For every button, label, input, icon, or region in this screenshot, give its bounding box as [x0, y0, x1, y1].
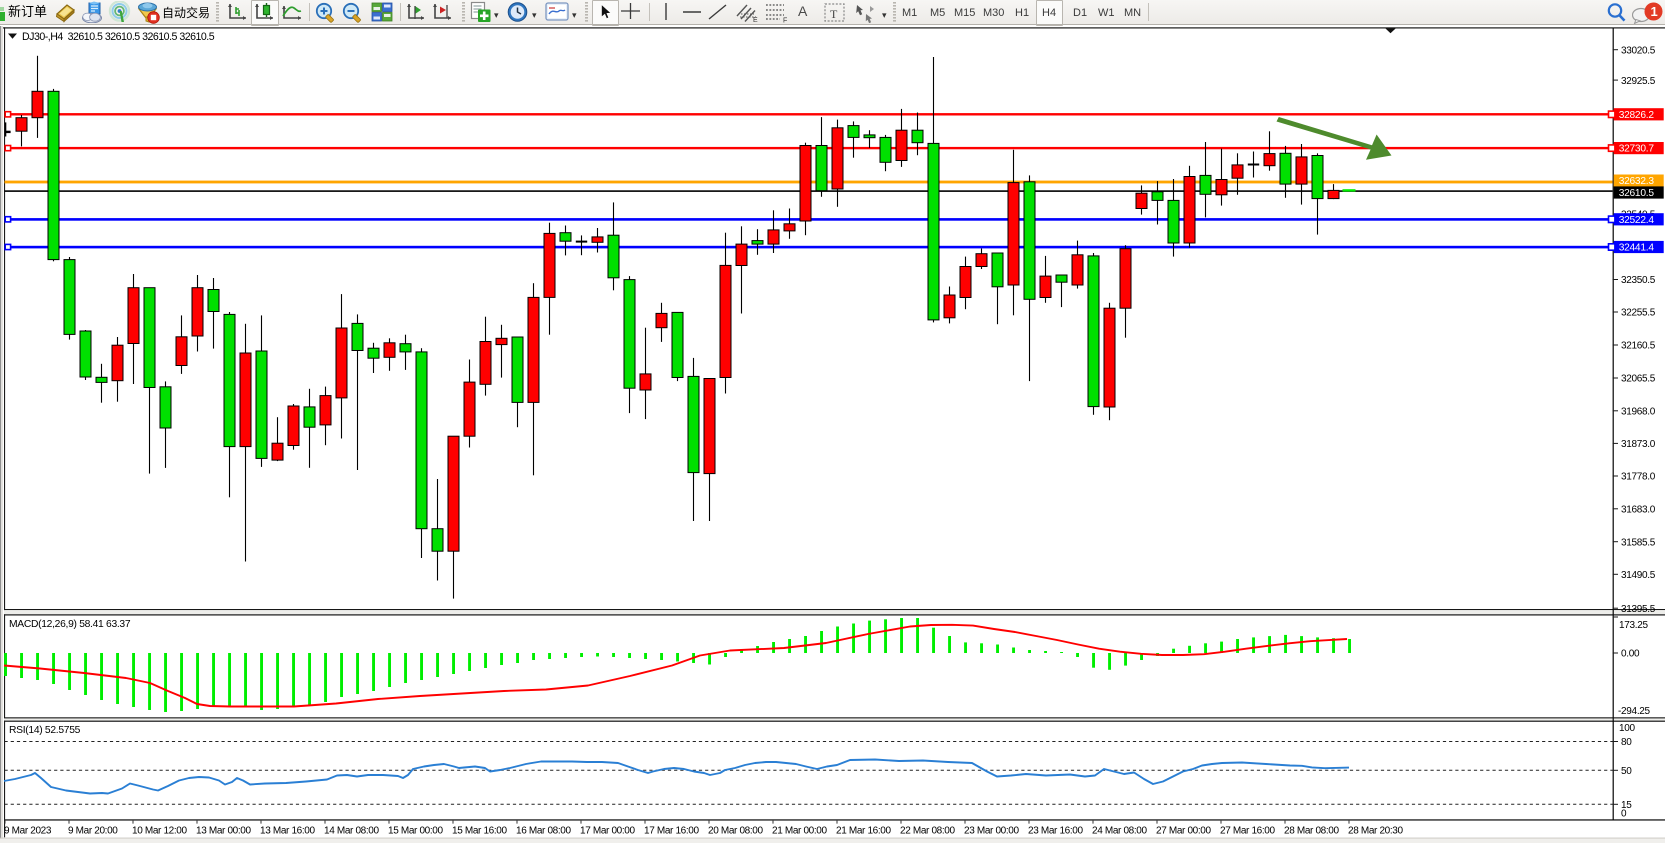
svg-text:31873.0: 31873.0	[1621, 439, 1656, 450]
svg-text:31778.0: 31778.0	[1621, 472, 1656, 483]
svg-text:1: 1	[1651, 4, 1658, 19]
svg-text:9 Mar 2023: 9 Mar 2023	[4, 825, 52, 836]
svg-text:RSI(14) 52.5755: RSI(14) 52.5755	[9, 725, 81, 736]
svg-text:F: F	[783, 18, 787, 24]
svg-text:32925.5: 32925.5	[1621, 76, 1656, 87]
svg-text:31683.0: 31683.0	[1621, 505, 1656, 516]
svg-text:31968.0: 31968.0	[1621, 407, 1656, 418]
svg-text:32610.5: 32610.5	[1619, 188, 1655, 199]
svg-text:E: E	[753, 17, 758, 23]
svg-text:21 Mar 16:00: 21 Mar 16:00	[836, 825, 892, 836]
svg-text:24 Mar 08:00: 24 Mar 08:00	[1092, 825, 1148, 836]
svg-text:32160.5: 32160.5	[1621, 341, 1656, 352]
svg-text:173.25: 173.25	[1619, 620, 1649, 631]
svg-text:27 Mar 00:00: 27 Mar 00:00	[1156, 825, 1212, 836]
svg-text:32255.5: 32255.5	[1621, 308, 1656, 319]
svg-text:15 Mar 16:00: 15 Mar 16:00	[452, 825, 508, 836]
svg-text:23 Mar 16:00: 23 Mar 16:00	[1028, 825, 1084, 836]
svg-text:17 Mar 16:00: 17 Mar 16:00	[644, 825, 700, 836]
svg-text:10 Mar 12:00: 10 Mar 12:00	[132, 825, 188, 836]
svg-text:15 Mar 00:00: 15 Mar 00:00	[388, 825, 444, 836]
svg-text:32350.5: 32350.5	[1621, 275, 1656, 286]
svg-text:32730.7: 32730.7	[1619, 144, 1655, 155]
svg-text:9 Mar 20:00: 9 Mar 20:00	[68, 825, 118, 836]
svg-text:32522.4: 32522.4	[1619, 215, 1655, 226]
svg-text:-294.25: -294.25	[1618, 706, 1651, 717]
svg-text:32632.3: 32632.3	[1619, 176, 1655, 187]
svg-text:32065.5: 32065.5	[1621, 374, 1656, 385]
svg-text:14 Mar 08:00: 14 Mar 08:00	[324, 825, 380, 836]
svg-text:80: 80	[1621, 737, 1632, 748]
svg-text:100: 100	[1619, 723, 1636, 734]
svg-text:16 Mar 08:00: 16 Mar 08:00	[516, 825, 572, 836]
svg-text:32826.2: 32826.2	[1619, 110, 1655, 121]
svg-text:17 Mar 00:00: 17 Mar 00:00	[580, 825, 636, 836]
svg-text:DJ30-,H4 32610.5 32610.5 3261: DJ30-,H4 32610.5 32610.5 32610.5 32610.5	[22, 31, 215, 43]
svg-text:0.00: 0.00	[1621, 649, 1640, 660]
svg-text:31585.5: 31585.5	[1621, 537, 1656, 548]
svg-text:20 Mar 08:00: 20 Mar 08:00	[708, 825, 764, 836]
svg-text:21 Mar 00:00: 21 Mar 00:00	[772, 825, 828, 836]
svg-text:33020.5: 33020.5	[1621, 45, 1656, 56]
svg-text:15: 15	[1621, 800, 1632, 811]
svg-text:31395.5: 31395.5	[1621, 604, 1656, 615]
svg-text:T: T	[830, 7, 838, 21]
svg-text:50: 50	[1621, 766, 1632, 777]
svg-text:22 Mar 08:00: 22 Mar 08:00	[900, 825, 956, 836]
svg-text:32441.4: 32441.4	[1619, 243, 1655, 254]
svg-text:13 Mar 00:00: 13 Mar 00:00	[196, 825, 252, 836]
svg-text:28 Mar 20:30: 28 Mar 20:30	[1348, 825, 1404, 836]
svg-text:MACD(12,26,9) 58.41 63.37: MACD(12,26,9) 58.41 63.37	[9, 619, 131, 630]
svg-text:28 Mar 08:00: 28 Mar 08:00	[1284, 825, 1340, 836]
svg-text:23 Mar 00:00: 23 Mar 00:00	[964, 825, 1020, 836]
svg-text:31490.5: 31490.5	[1621, 570, 1656, 581]
svg-text:27 Mar 16:00: 27 Mar 16:00	[1220, 825, 1276, 836]
svg-text:0: 0	[1621, 809, 1627, 820]
svg-text:13 Mar 16:00: 13 Mar 16:00	[260, 825, 316, 836]
